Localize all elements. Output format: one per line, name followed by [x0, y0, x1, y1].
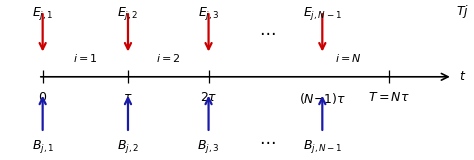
Text: $i=1$: $i=1$ — [73, 52, 98, 64]
Text: $B_{j,2}$: $B_{j,2}$ — [117, 138, 139, 155]
Text: $E_{j,3}$: $E_{j,3}$ — [198, 5, 219, 22]
Text: $E_{j,N-1}$: $E_{j,N-1}$ — [303, 5, 342, 22]
Text: $Tj$: $Tj$ — [456, 3, 469, 20]
Text: $B_{j,N-1}$: $B_{j,N-1}$ — [302, 138, 342, 155]
Text: $0$: $0$ — [38, 91, 47, 104]
Text: $B_{j,3}$: $B_{j,3}$ — [197, 138, 220, 155]
Text: $(N{-}1)\tau$: $(N{-}1)\tau$ — [299, 91, 346, 106]
Text: $\tau$: $\tau$ — [123, 91, 133, 104]
Text: $E_{j,2}$: $E_{j,2}$ — [117, 5, 139, 22]
Text: $E_{j,1}$: $E_{j,1}$ — [32, 5, 54, 22]
Text: $T{=}N\tau$: $T{=}N\tau$ — [368, 91, 410, 104]
Text: $B_{j,1}$: $B_{j,1}$ — [32, 138, 54, 155]
Text: $\cdots$: $\cdots$ — [259, 23, 276, 41]
Text: $\cdots$: $\cdots$ — [259, 132, 276, 150]
Text: $i=N$: $i=N$ — [335, 52, 362, 64]
Text: $i=2$: $i=2$ — [156, 52, 181, 64]
Text: $2\tau$: $2\tau$ — [200, 91, 217, 104]
Text: $t$: $t$ — [458, 70, 466, 83]
